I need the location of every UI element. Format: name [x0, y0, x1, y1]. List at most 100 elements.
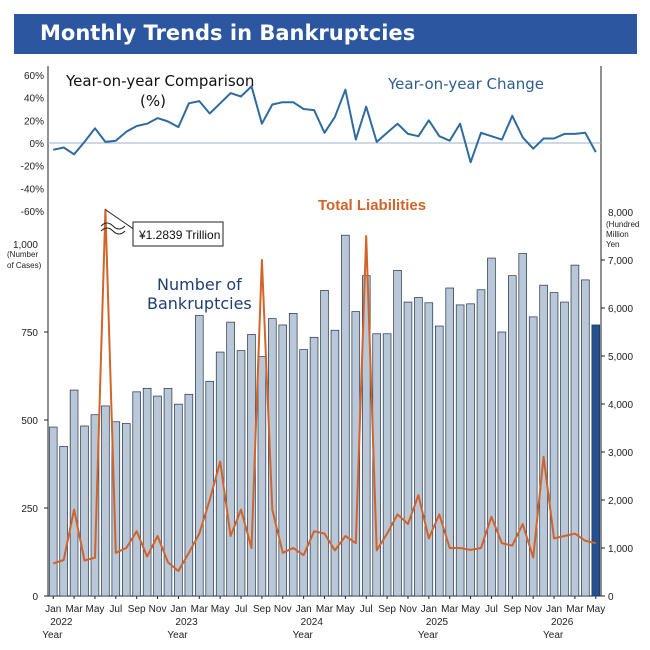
bar-jun-5: [101, 405, 110, 597]
bar-oct-21: [268, 318, 277, 597]
x-year-word: Year: [418, 630, 439, 641]
bar-jan-36: [424, 302, 434, 597]
bar-feb-1: [59, 446, 68, 597]
total-liabilities-label: Total Liabilities: [318, 197, 426, 214]
bar-nov-34: [403, 301, 413, 597]
yoy-comparison-unit: (%): [140, 92, 166, 110]
bar-nov-10: [153, 395, 162, 597]
left-tick-label-top: 1,000: [13, 240, 38, 251]
bar-mar-26: [320, 290, 329, 597]
x-tick-label: Nov: [524, 604, 542, 615]
axis-break-icon: [100, 222, 126, 235]
x-tick-label: Jan: [421, 604, 437, 615]
bar-may-52: [591, 324, 601, 597]
x-tick-label: Jul: [360, 604, 373, 615]
yoy-tick-label: -20%: [21, 162, 44, 173]
x-tick-label: Jul: [109, 604, 122, 615]
chart-title: Monthly Trends in Bankruptcies: [40, 21, 416, 45]
yoy-change-label: Year-on-year Change: [387, 75, 544, 93]
bar-jun-17: [226, 321, 235, 597]
yoy-change-line: [52, 85, 597, 164]
x-year-label: 2023: [175, 617, 198, 628]
x-tick-label: May: [211, 604, 230, 615]
yoy-comparison-label: Year-on-year Comparison: [65, 72, 254, 90]
x-tick-label: May: [336, 604, 355, 615]
left-axis-unit: (Number: [7, 250, 38, 259]
right-tick-label: 7,000: [608, 256, 633, 267]
x-year-label: 2022: [50, 617, 73, 628]
chart-title-bar: Monthly Trends in Bankruptcies: [14, 14, 637, 54]
x-year-label: 2025: [426, 617, 449, 628]
x-tick-label: Mar: [191, 604, 209, 615]
right-tick-label: 6,000: [608, 304, 633, 315]
yoy-tick-label: 20%: [24, 116, 44, 127]
x-tick-label: Nov: [399, 604, 417, 615]
right-tick-label-top: 8,000: [608, 208, 633, 219]
yoy-tick-label: 60%: [24, 71, 44, 82]
x-year-word: Year: [42, 630, 63, 641]
x-tick-label: Jan: [170, 604, 186, 615]
bar-dec-11: [163, 387, 173, 597]
bar-feb-49: [560, 301, 569, 597]
bar-dec-47: [539, 284, 548, 597]
left-tick-label: 0: [32, 592, 38, 603]
bar-mar-50: [570, 264, 580, 597]
right-tick-label: 2,000: [608, 496, 633, 507]
bar-dec-23: [288, 312, 298, 597]
right-axis-unit: Yen: [606, 240, 620, 249]
bar-feb-13: [184, 393, 194, 597]
x-year-word: Year: [167, 630, 188, 641]
bar-feb-37: [435, 325, 444, 597]
yoy-tick-label: 0%: [30, 139, 45, 150]
left-tick-label: 750: [21, 328, 38, 339]
bar-sep-32: [382, 333, 392, 597]
bar-jul-42: [487, 257, 496, 597]
bar-sep-8: [132, 391, 141, 597]
left-axis-unit: of Cases): [7, 261, 42, 270]
peak-callout-leader: [105, 209, 136, 231]
right-tick-label: 0: [608, 592, 614, 603]
x-year-label: 2026: [551, 617, 574, 628]
bar-apr-27: [330, 329, 340, 597]
right-tick-label: 1,000: [608, 544, 633, 555]
right-tick-label: 5,000: [608, 352, 633, 363]
x-year-word: Year: [293, 630, 314, 641]
bar-aug-31: [372, 333, 381, 597]
x-tick-label: Sep: [253, 604, 271, 615]
x-tick-label: May: [461, 604, 480, 615]
x-year-word: Year: [543, 630, 564, 641]
x-tick-label: Jan: [546, 604, 562, 615]
bar-dec-35: [414, 297, 423, 597]
bar-feb-25: [309, 336, 319, 597]
right-tick-label: 3,000: [608, 448, 633, 459]
bar-jan-0: [48, 426, 58, 597]
x-tick-label: Jan: [296, 604, 312, 615]
x-tick-label: Nov: [274, 604, 292, 615]
total-liabilities-line: [52, 208, 597, 572]
bar-may-40: [466, 303, 475, 597]
bar-may-28: [341, 234, 350, 597]
x-tick-label: Jul: [235, 604, 248, 615]
yoy-tick-label: -60%: [21, 207, 44, 218]
x-tick-label: Mar: [65, 604, 83, 615]
x-tick-label: Mar: [441, 604, 459, 615]
number-of-bankruptcies-label: Number of: [157, 275, 242, 294]
x-tick-label: Jan: [45, 604, 61, 615]
x-tick-label: Nov: [149, 604, 167, 615]
bar-jan-48: [549, 292, 559, 597]
bar-apr-3: [80, 425, 89, 597]
x-tick-label: May: [85, 604, 104, 615]
peak-callout-box: [132, 221, 224, 247]
bar-aug-43: [497, 331, 507, 597]
x-tick-label: Jul: [485, 604, 498, 615]
right-tick-label: 4,000: [608, 400, 633, 411]
bar-mar-14: [195, 315, 204, 597]
x-tick-label: Sep: [378, 604, 396, 615]
x-year-label: 2024: [301, 617, 324, 628]
bar-nov-22: [278, 324, 288, 597]
bar-apr-51: [581, 279, 590, 597]
bar-oct-45: [518, 253, 528, 597]
left-tick-label: 250: [21, 504, 38, 515]
bar-sep-44: [508, 275, 517, 597]
